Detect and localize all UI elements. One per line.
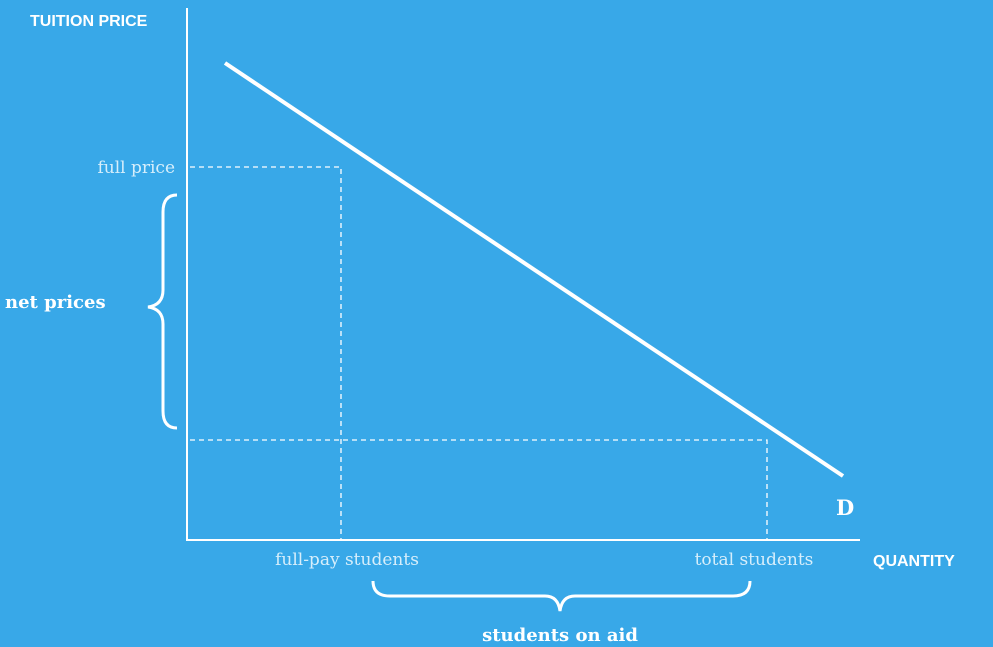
- net-prices-brace: [147, 193, 178, 430]
- full-pay-students-label: full-pay students: [275, 550, 419, 570]
- demand-label: D: [836, 495, 854, 520]
- students-on-aid-brace: [371, 580, 752, 612]
- total-students-label: total students: [695, 550, 814, 570]
- net-prices-label: net prices: [5, 292, 106, 313]
- demand-curve: [223, 61, 845, 478]
- full-price-label: full price: [97, 158, 175, 178]
- low-price-guide: [190, 439, 768, 540]
- y-axis-label: TUITION PRICE: [30, 13, 148, 30]
- students-on-aid-label: students on aid: [482, 625, 638, 646]
- x-axis-label: QUANTITY: [873, 553, 955, 570]
- full-price-guide: [190, 166, 342, 540]
